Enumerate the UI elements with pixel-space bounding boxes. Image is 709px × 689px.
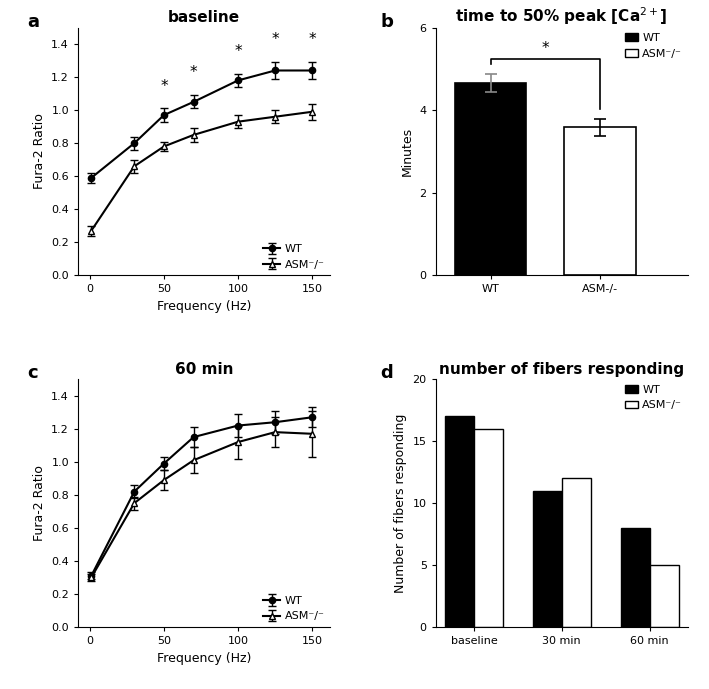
Text: b: b: [380, 12, 393, 31]
Title: number of fibers responding: number of fibers responding: [439, 362, 684, 377]
Title: time to 50% peak [Ca$^{2+}$]: time to 50% peak [Ca$^{2+}$]: [455, 6, 668, 27]
Text: *: *: [272, 32, 279, 48]
X-axis label: Frequency (Hz): Frequency (Hz): [157, 300, 251, 313]
Y-axis label: Minutes: Minutes: [401, 127, 414, 176]
Bar: [455, 83, 526, 276]
X-axis label: Frequency (Hz): Frequency (Hz): [157, 652, 251, 665]
Bar: [532, 491, 562, 627]
Legend: WT, ASM⁻/⁻: WT, ASM⁻/⁻: [264, 596, 325, 621]
Text: d: d: [380, 364, 393, 382]
Bar: [620, 528, 649, 627]
Legend: WT, ASM⁻/⁻: WT, ASM⁻/⁻: [625, 385, 682, 411]
Y-axis label: Fura-2 Ratio: Fura-2 Ratio: [33, 465, 45, 541]
Text: a: a: [28, 12, 40, 31]
Text: c: c: [28, 364, 38, 382]
Text: *: *: [160, 79, 168, 94]
Y-axis label: Fura-2 Ratio: Fura-2 Ratio: [33, 114, 45, 189]
Bar: [445, 416, 474, 627]
Y-axis label: Number of fibers responding: Number of fibers responding: [394, 413, 407, 593]
Legend: WT, ASM⁻/⁻: WT, ASM⁻/⁻: [625, 33, 682, 59]
Text: *: *: [190, 65, 197, 81]
Bar: [562, 478, 591, 627]
Title: baseline: baseline: [168, 10, 240, 25]
Bar: [564, 127, 636, 276]
Text: *: *: [308, 32, 316, 48]
Bar: [474, 429, 503, 627]
Text: *: *: [542, 41, 549, 56]
Bar: [649, 565, 679, 627]
Legend: WT, ASM⁻/⁻: WT, ASM⁻/⁻: [264, 244, 325, 269]
Title: 60 min: 60 min: [174, 362, 233, 377]
Text: *: *: [234, 44, 242, 59]
